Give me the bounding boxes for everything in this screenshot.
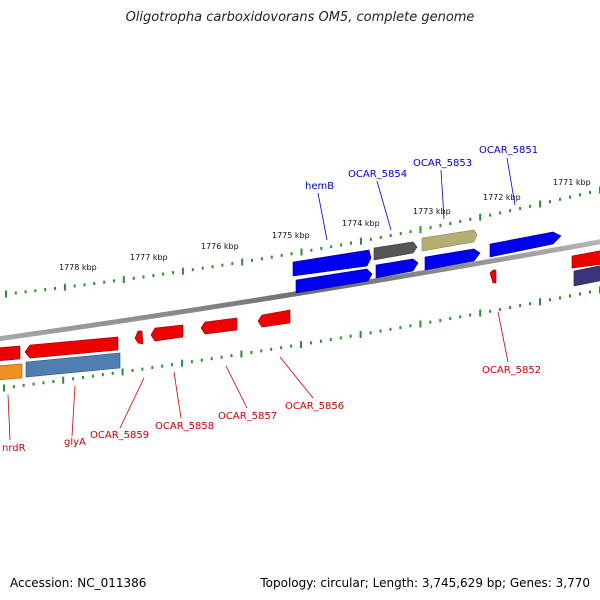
kbp-label-1774: 1774 kbp: [342, 219, 380, 228]
forward-callouts: [317, 157, 516, 241]
kbp-label-1777: 1777 kbp: [130, 253, 168, 262]
gene-label-OCAR_5851[interactable]: OCAR_5851: [479, 145, 538, 156]
accession-text: Accession: NC_011386: [10, 576, 147, 590]
gene-label-nrdR[interactable]: nrdR: [2, 443, 26, 454]
gene-arrow-OCAR_5857[interactable]: [200, 317, 238, 335]
reverse-callouts: [7, 311, 509, 441]
kbp-label-1773: 1773 kbp: [413, 207, 451, 216]
gene-arrow-OCAR_5854-b[interactable]: [375, 258, 419, 279]
gene-arrow-nrdR[interactable]: [0, 363, 23, 380]
reverse-genes: [0, 250, 600, 380]
gene-arrow-OCAR_5859[interactable]: [134, 330, 144, 345]
gene-label-glyA[interactable]: glyA: [64, 437, 86, 448]
ruler-ticks-upper: [5, 186, 600, 298]
gene-label-OCAR_5853[interactable]: OCAR_5853: [413, 158, 472, 169]
gene-label-OCAR_5854[interactable]: OCAR_5854: [348, 169, 407, 180]
genome-stats-text: Topology: circular; Length: 3,745,629 bp…: [260, 576, 590, 590]
kbp-label-1771: 1771 kbp: [553, 178, 591, 187]
gene-arrow-glyA-upper[interactable]: [24, 336, 119, 359]
gene-arrow-right-dark[interactable]: [573, 265, 600, 287]
gene-arrow-right-red[interactable]: [571, 250, 600, 269]
gene-arrow-OCAR_5858[interactable]: [150, 324, 184, 342]
gene-arrow-OCAR_5856[interactable]: [257, 309, 291, 328]
gene-arrow-hemB-a[interactable]: [292, 249, 372, 277]
gene-arrow-OCAR_5851[interactable]: [489, 231, 562, 258]
kbp-label-1776: 1776 kbp: [201, 242, 239, 251]
gene-arrow-nrdR-upper[interactable]: [0, 345, 21, 361]
gene-arrow-OCAR_5853[interactable]: [421, 229, 478, 252]
ruler-ticks-lower: [3, 286, 600, 392]
forward-genes: [292, 229, 600, 294]
gene-arrow-hemB-b[interactable]: [295, 268, 373, 294]
genome-backbone: [0, 239, 600, 342]
gene-arrow-OCAR_5854[interactable]: [373, 241, 418, 261]
gene-label-hemB[interactable]: hemB: [305, 181, 334, 192]
gene-label-OCAR_5857[interactable]: OCAR_5857: [218, 411, 277, 422]
gene-label-OCAR_5859[interactable]: OCAR_5859: [90, 430, 149, 441]
gene-label-OCAR_5856[interactable]: OCAR_5856: [285, 401, 344, 412]
gene-label-OCAR_5852[interactable]: OCAR_5852: [482, 365, 541, 376]
gene-arrow-glyA[interactable]: [25, 352, 121, 378]
gene-arrow-OCAR_5853-b[interactable]: [424, 248, 481, 271]
kbp-label-1772: 1772 kbp: [483, 193, 521, 202]
gene-label-OCAR_5858[interactable]: OCAR_5858: [155, 421, 214, 432]
map-title: Oligotropha carboxidovorans OM5, complet…: [125, 10, 475, 25]
gene-arrow-OCAR_5852[interactable]: [489, 269, 497, 284]
kbp-label-1775: 1775 kbp: [272, 231, 310, 240]
kbp-label-1778: 1778 kbp: [59, 263, 97, 272]
